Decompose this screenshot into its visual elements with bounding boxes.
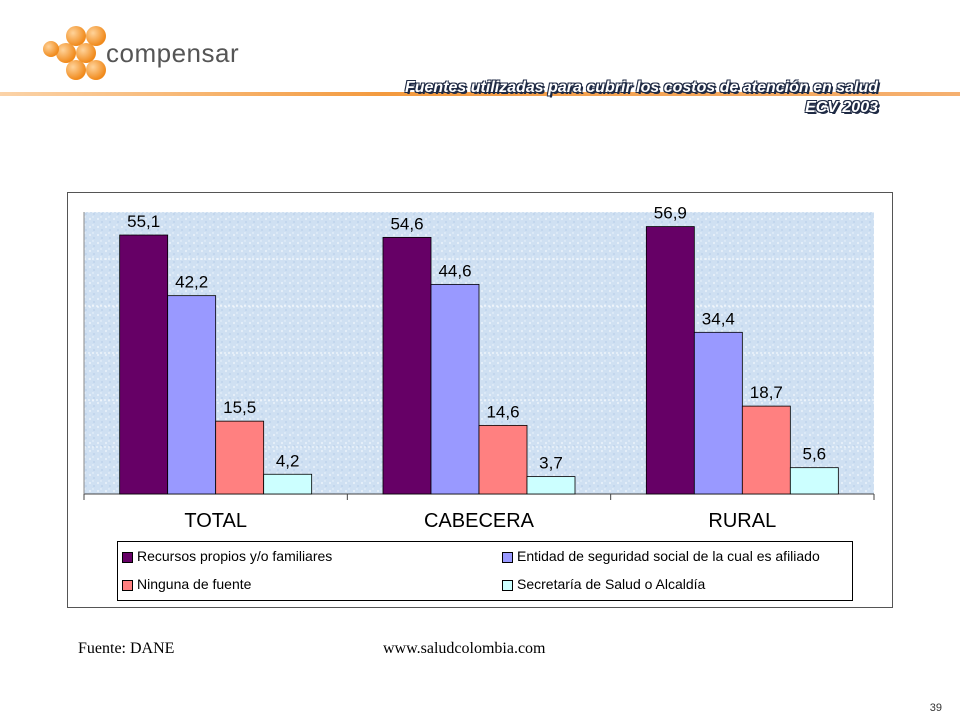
- slide-title: Fuentes utilizadas para cubrir los costo…: [405, 78, 878, 118]
- data-label: 42,2: [175, 273, 208, 292]
- bar: [526, 476, 576, 495]
- legend-label: Secretaría de Salud o Alcaldía: [517, 576, 706, 592]
- legend-label: Entidad de seguridad social de la cual e…: [517, 548, 820, 564]
- chart-legend: Recursos propios y/o familiares Entidad …: [117, 541, 853, 601]
- data-label: 4,2: [276, 451, 300, 470]
- legend-label: Ninguna de fuente: [137, 576, 252, 592]
- data-label: 5,6: [803, 445, 827, 464]
- x-tick-label: RURAL: [708, 510, 777, 532]
- page-number: 39: [929, 702, 942, 714]
- bar: [215, 420, 265, 495]
- bar: [478, 424, 528, 495]
- legend-item: Recursos propios y/o familiares: [122, 548, 332, 564]
- x-tick-label: CABECERA: [423, 510, 535, 532]
- bar: [263, 473, 313, 495]
- legend-item: Secretaría de Salud o Alcaldía: [502, 576, 705, 592]
- bar: [693, 331, 743, 495]
- legend-item: Ninguna de fuente: [122, 576, 251, 592]
- data-label: 56,9: [654, 204, 687, 223]
- legend-item: Entidad de seguridad social de la cual e…: [502, 548, 820, 564]
- data-label: 18,7: [750, 383, 783, 402]
- title-line-1: Fuentes utilizadas para cubrir los costo…: [404, 79, 878, 96]
- data-label: 54,6: [390, 214, 423, 233]
- compensar-logo: compensar: [38, 22, 239, 86]
- logo-dot: [86, 60, 106, 80]
- logo-dot: [56, 43, 76, 63]
- logo-dot: [76, 43, 96, 63]
- logo-dot: [66, 60, 86, 80]
- data-label: 55,1: [127, 212, 160, 231]
- legend-swatch: [502, 579, 513, 591]
- legend-swatch: [122, 551, 133, 563]
- bar: [741, 405, 791, 495]
- x-tick-label: TOTAL: [184, 510, 247, 532]
- data-label: 15,5: [223, 398, 256, 417]
- bar: [789, 467, 839, 495]
- logo-dot: [86, 26, 106, 46]
- data-label: 34,4: [702, 309, 735, 328]
- data-label: 14,6: [486, 402, 519, 421]
- bar: [430, 283, 480, 495]
- legend-swatch: [502, 551, 513, 563]
- title-line-2: ECV 2003: [805, 99, 878, 116]
- legend-label: Recursos propios y/o familiares: [137, 548, 333, 564]
- data-label: 3,7: [539, 454, 563, 473]
- bar: [119, 234, 169, 495]
- bar: [167, 295, 217, 495]
- data-label: 44,6: [438, 261, 471, 280]
- logo-dot: [43, 41, 59, 57]
- legend-swatch: [122, 579, 133, 591]
- logo-wordmark: compensar: [106, 38, 240, 68]
- source-note: Fuente: DANE: [78, 640, 175, 657]
- website-url: www.saludcolombia.com: [383, 640, 546, 657]
- bar: [645, 226, 695, 495]
- bar: [382, 236, 432, 495]
- logo-dot: [66, 26, 86, 46]
- header-divider: [0, 92, 960, 96]
